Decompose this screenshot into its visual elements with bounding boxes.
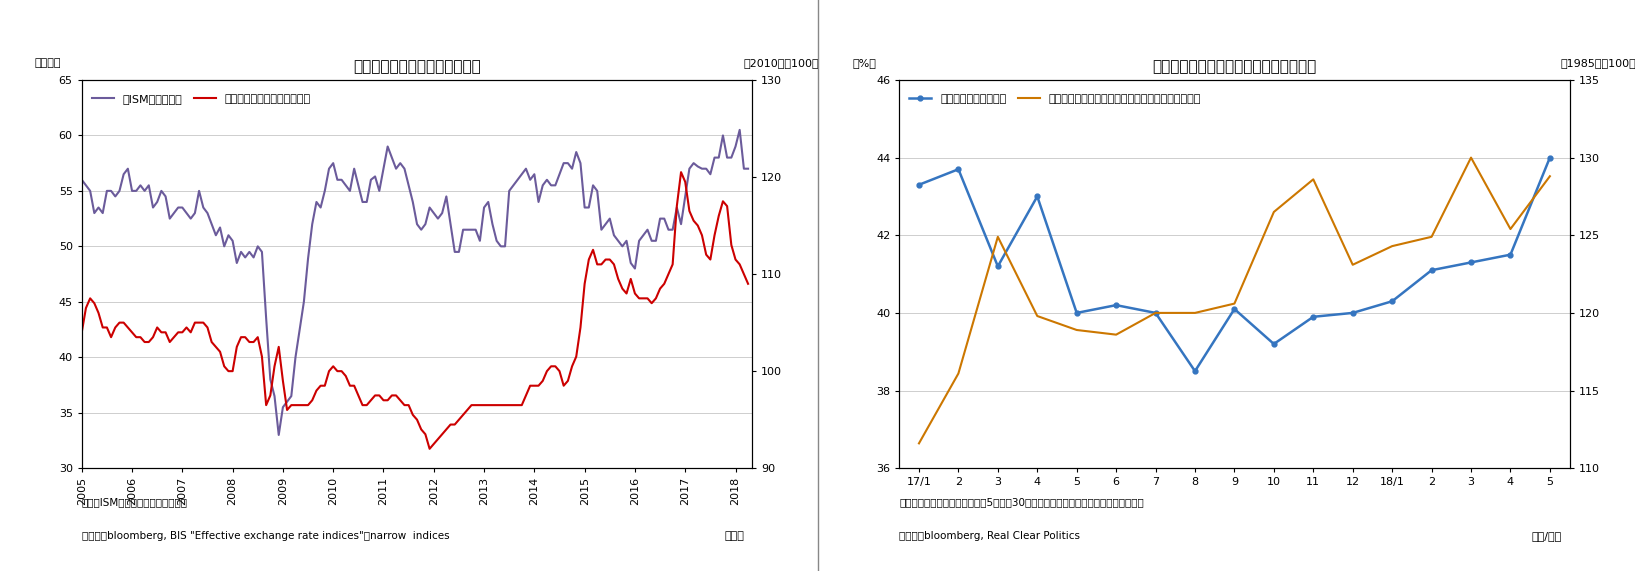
Text: （年/月）: （年/月） bbox=[1530, 531, 1561, 541]
Legend: 米ISM製造業指数, ドル名目実効レート（右軸）: 米ISM製造業指数, ドル名目実効レート（右軸） bbox=[87, 90, 316, 108]
ドル名目実効レート（右軸） bbox=[420, 445, 440, 452]
消費者信頼感指数（カンファレンスボード・右軸） bbox=[1068, 327, 1087, 333]
Text: （2010年＝100）: （2010年＝100） bbox=[744, 58, 819, 69]
トランプ大統領支持率 bbox=[1225, 305, 1244, 312]
Title: トランプ大統領支持率と消費者マインド: トランプ大統領支持率と消費者マインド bbox=[1153, 59, 1316, 75]
トランプ大統領支持率 bbox=[1540, 154, 1560, 161]
Text: （注）支持率は月末時点（直近5月分は30日時点）、消費者信頼感指数は季節調整値: （注）支持率は月末時点（直近5月分は30日時点）、消費者信頼感指数は季節調整値 bbox=[899, 497, 1144, 507]
トランプ大統領支持率 bbox=[1264, 340, 1283, 347]
米ISM製造業指数 bbox=[710, 154, 729, 161]
米ISM製造業指数 bbox=[729, 126, 749, 133]
ドル名目実効レート（右軸） bbox=[206, 343, 226, 350]
Text: （1985年＝100）: （1985年＝100） bbox=[1561, 58, 1635, 69]
Text: （資料）bloomberg, BIS "Effective exchange rate indices"のnarrow  indices: （資料）bloomberg, BIS "Effective exchange r… bbox=[82, 531, 450, 541]
トランプ大統領支持率 bbox=[1068, 309, 1087, 316]
トランプ大統領支持率 bbox=[1185, 368, 1205, 375]
ドル名目実効レート（右軸） bbox=[672, 168, 692, 175]
消費者信頼感指数（カンファレンスボード・右軸） bbox=[1342, 262, 1362, 268]
米ISM製造業指数 bbox=[268, 432, 288, 439]
トランプ大統領支持率 bbox=[988, 263, 1007, 270]
Text: （資料）bloomberg, Real Clear Politics: （資料）bloomberg, Real Clear Politics bbox=[899, 531, 1081, 541]
消費者信頼感指数（カンファレンスボード・右軸） bbox=[909, 440, 929, 447]
米ISM製造業指数 bbox=[445, 248, 464, 255]
ドル名目実効レート（右軸） bbox=[445, 421, 464, 428]
Legend: トランプ大統領支持率, 消費者信頼感指数（カンファレンスボード・右軸）: トランプ大統領支持率, 消費者信頼感指数（カンファレンスボード・右軸） bbox=[904, 90, 1205, 108]
消費者信頼感指数（カンファレンスボード・右軸） bbox=[1303, 176, 1323, 183]
Text: （指数）: （指数） bbox=[34, 58, 62, 69]
消費者信頼感指数（カンファレンスボード・右軸） bbox=[1462, 154, 1481, 161]
米ISM製造業指数 bbox=[206, 232, 226, 239]
米ISM製造業指数 bbox=[72, 176, 92, 183]
米ISM製造業指数 bbox=[260, 376, 280, 383]
ドル名目実効レート（右軸） bbox=[713, 198, 732, 205]
消費者信頼感指数（カンファレンスボード・右軸） bbox=[1501, 226, 1521, 232]
消費者信頼感指数（カンファレンスボード・右軸） bbox=[1107, 331, 1127, 338]
Line: トランプ大統領支持率: トランプ大統領支持率 bbox=[917, 155, 1552, 373]
Line: ドル名目実効レート（右軸）: ドル名目実効レート（右軸） bbox=[82, 172, 749, 449]
ドル名目実効レート（右軸） bbox=[621, 275, 641, 282]
トランプ大統領支持率 bbox=[1146, 309, 1166, 316]
Text: （注）ISM製造業指数は季節調整値: （注）ISM製造業指数は季節調整値 bbox=[82, 497, 188, 507]
消費者信頼感指数（カンファレンスボード・右軸） bbox=[1382, 243, 1401, 250]
トランプ大統領支持率 bbox=[1462, 259, 1481, 266]
Text: （年）: （年） bbox=[724, 531, 744, 541]
トランプ大統領支持率 bbox=[1303, 313, 1323, 320]
ドル名目実効レート（右軸） bbox=[508, 402, 528, 409]
トランプ大統領支持率 bbox=[1107, 301, 1127, 308]
消費者信頼感指数（カンファレンスボード・右軸） bbox=[1264, 208, 1283, 215]
Title: 米企業景況感とドル実効レート: 米企業景況感とドル実効レート bbox=[353, 59, 481, 75]
トランプ大統領支持率 bbox=[1422, 267, 1442, 274]
トランプ大統領支持率 bbox=[1501, 251, 1521, 258]
トランプ大統領支持率 bbox=[948, 166, 968, 172]
Line: 消費者信頼感指数（カンファレンスボード・右軸）: 消費者信頼感指数（カンファレンスボード・右軸） bbox=[919, 158, 1550, 443]
消費者信頼感指数（カンファレンスボード・右軸） bbox=[1146, 309, 1166, 316]
ドル名目実効レート（右軸） bbox=[739, 280, 759, 287]
Text: （%）: （%） bbox=[852, 58, 876, 69]
消費者信頼感指数（カンファレンスボード・右軸） bbox=[1027, 312, 1046, 319]
トランプ大統領支持率 bbox=[909, 182, 929, 188]
トランプ大統領支持率 bbox=[1382, 298, 1401, 305]
消費者信頼感指数（カンファレンスボード・右軸） bbox=[1185, 309, 1205, 316]
消費者信頼感指数（カンファレンスボード・右軸） bbox=[948, 370, 968, 377]
消費者信頼感指数（カンファレンスボード・右軸） bbox=[1540, 173, 1560, 180]
ドル名目実効レート（右軸） bbox=[260, 392, 280, 399]
ドル名目実効レート（右軸） bbox=[72, 329, 92, 336]
消費者信頼感指数（カンファレンスボード・右軸） bbox=[1422, 234, 1442, 240]
米ISM製造業指数 bbox=[739, 165, 759, 172]
トランプ大統領支持率 bbox=[1342, 309, 1362, 316]
Line: 米ISM製造業指数: 米ISM製造業指数 bbox=[82, 130, 749, 435]
米ISM製造業指数 bbox=[508, 176, 528, 183]
トランプ大統領支持率 bbox=[1027, 193, 1046, 200]
米ISM製造業指数 bbox=[621, 260, 641, 267]
消費者信頼感指数（カンファレンスボード・右軸） bbox=[1225, 300, 1244, 307]
消費者信頼感指数（カンファレンスボード・右軸） bbox=[988, 234, 1007, 240]
